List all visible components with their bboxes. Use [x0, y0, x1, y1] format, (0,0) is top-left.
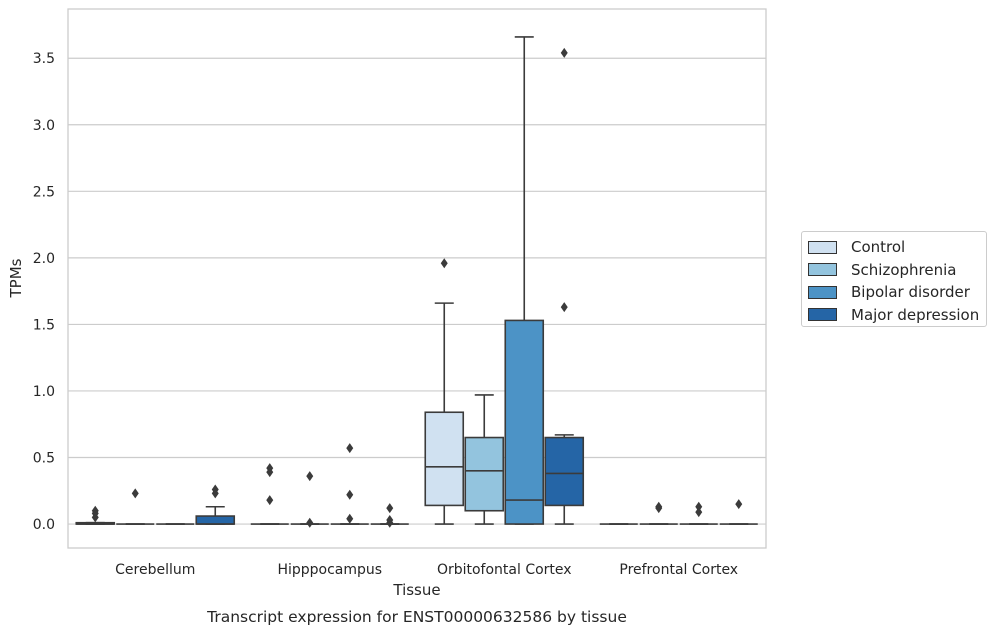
x-tick-label: Hipppocampus	[277, 562, 382, 578]
y-tick-label: 1.0	[33, 384, 55, 400]
outlier-point	[695, 507, 703, 518]
y-tick-label: 2.0	[33, 251, 55, 267]
y-tick-label: 2.5	[33, 184, 55, 200]
legend: Control Schizophrenia Bipolar disorder M…	[801, 231, 987, 327]
x-tick-label: Cerebellum	[115, 562, 195, 578]
legend-swatch-major-depression	[808, 308, 837, 322]
outlier-point	[266, 495, 274, 506]
outlier-point	[346, 443, 354, 454]
legend-label-control: Control	[851, 238, 906, 257]
legend-item-control: Control	[808, 236, 986, 259]
outlier-point	[131, 488, 139, 499]
y-tick-label: 0.5	[33, 451, 55, 467]
outlier-point	[655, 503, 663, 514]
legend-item-bipolar-disorder: Bipolar disorder	[808, 281, 986, 304]
outlier-point	[386, 503, 394, 514]
box	[424, 411, 465, 507]
y-tick-labels: 0.0 0.5 1.0 1.5 2.0 2.5 3.0 3.5	[33, 51, 55, 533]
outlier-point	[91, 512, 99, 523]
outlier-point	[346, 513, 354, 524]
plot-area-frame	[67, 8, 767, 549]
y-tick-label: 0.0	[33, 517, 55, 533]
box	[464, 436, 505, 512]
legend-swatch-schizophrenia	[808, 263, 837, 277]
outlier-point	[306, 517, 314, 528]
outlier-point	[346, 489, 354, 500]
series-control	[75, 258, 638, 525]
outlier-point	[306, 471, 314, 482]
legend-swatch-bipolar-disorder	[808, 285, 837, 299]
legend-label-major-depression: Major depression	[851, 305, 980, 324]
box	[195, 515, 236, 525]
y-tick-label: 3.0	[33, 118, 55, 134]
x-axis-label: Tissue	[392, 581, 440, 599]
legend-item-schizophrenia: Schizophrenia	[808, 259, 986, 282]
outlier-point	[735, 499, 743, 510]
x-tick-labels: Cerebellum Hipppocampus Orbitofontal Corte…	[115, 562, 738, 578]
outlier-point	[266, 467, 274, 478]
chart-title: Transcript expression for ENST0000063258…	[206, 608, 627, 626]
series-bipolar-disorder	[156, 36, 718, 525]
legend-label-bipolar-disorder: Bipolar disorder	[851, 283, 970, 302]
x-tick-label: Prefrontal Cortex	[619, 562, 738, 578]
box	[504, 319, 545, 525]
y-axis-label: TPMs	[7, 258, 25, 298]
outlier-point	[386, 517, 394, 528]
legend-label-schizophrenia: Schizophrenia	[851, 260, 957, 279]
legend-item-major-depression: Major depression	[808, 304, 986, 327]
grid-lines	[68, 57, 766, 525]
outlier-point	[211, 488, 219, 499]
outlier-point	[695, 501, 703, 512]
y-tick-label: 1.5	[33, 317, 55, 333]
legend-swatch-control	[808, 240, 837, 254]
y-tick-label: 3.5	[33, 51, 55, 67]
series-major-depression	[195, 47, 758, 528]
outlier-point	[560, 302, 568, 313]
series-schizophrenia	[116, 394, 678, 528]
x-tick-label: Orbitofontal Cortex	[437, 562, 572, 578]
outlier-point	[440, 258, 448, 269]
box-series	[75, 36, 758, 528]
outlier-point	[560, 47, 568, 58]
box	[544, 436, 585, 507]
